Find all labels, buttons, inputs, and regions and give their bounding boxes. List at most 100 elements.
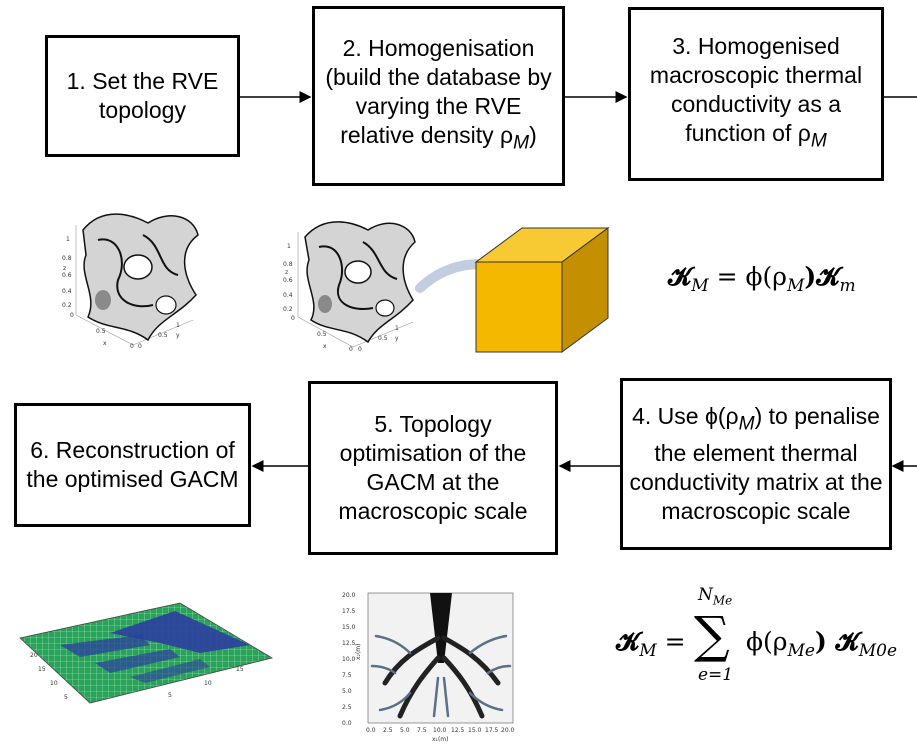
density-xtick-2: 2.5: [383, 727, 393, 734]
formula2-term-sub: Me: [787, 641, 815, 661]
rve1-tick-8: 1: [176, 322, 180, 329]
rve-gyroid-figure-1: 1 0.8 0.6 0.4 0.2 0 0.5 1 0.5 0 0 x y z: [62, 213, 199, 350]
rve1-tick-10: 0: [130, 343, 134, 350]
step-6-label: 6. Reconstruction of the optimised GACM: [26, 437, 239, 492]
step-2-end: ): [529, 122, 537, 149]
formula2-lhs-sub: M: [639, 641, 657, 661]
density-ytick-7: 5.0: [342, 688, 352, 695]
channel-branch-1: [60, 635, 150, 657]
density-xtick-5: 10.0: [433, 727, 447, 734]
rve1-tick-7: 0.5: [96, 328, 106, 335]
rve1-tick-5: 0.2: [62, 302, 72, 309]
step-2-label: 2. Homogenisation (build the database by…: [321, 34, 556, 158]
map-tick-2: 15: [38, 666, 46, 673]
rve1-tick-9: 0.5: [158, 332, 168, 339]
density-ytick-8: 2.5: [342, 704, 352, 711]
density-ytick-2: 17.5: [342, 608, 356, 615]
density-xlabel: x₁(m): [432, 736, 448, 743]
homogenised-cube: [415, 227, 610, 353]
density-ytick-6: 7.5: [342, 672, 352, 679]
map-tick-1: 20: [30, 652, 38, 659]
surface-plane: [19, 602, 274, 704]
rve1-tick-6: 0: [70, 312, 74, 319]
density-xtick-6: 12.5: [451, 727, 465, 734]
rve1-tick-1: 1: [66, 236, 70, 243]
rve2-tick-4: 0.4: [283, 292, 293, 299]
rve2-tick-1: 1: [287, 243, 291, 250]
formula2-lower: e=1: [698, 665, 734, 685]
map-tick-6: 10: [204, 680, 212, 687]
density-plot-figure: 20.0 17.5 15.0 12.5 10.0 7.5 5.0 2.5 0.0…: [342, 592, 515, 743]
density-xtick-7: 15.0: [468, 727, 482, 734]
formula-conductivity: 𝓚M = ϕ(ρM)𝓚m: [668, 262, 856, 296]
step-3-label: 3. Homogenised macroscopic thermal condu…: [637, 32, 875, 156]
step-3-text: 3. Homogenised macroscopic thermal condu…: [649, 33, 863, 147]
rve1-axis-y: y: [176, 332, 180, 339]
formula1-lhs: 𝓚: [668, 262, 692, 291]
step-5-label: 5. Topology optimisation of the GACM at …: [338, 411, 528, 524]
rve1-axis-z: z: [63, 265, 66, 272]
map-tick-4: 5: [64, 694, 68, 701]
density-xtick-1: 0.0: [366, 727, 376, 734]
formula2-sigma: ∑: [694, 606, 730, 664]
formula2-term-end-sub: M0e: [858, 641, 898, 661]
density-ytick-1: 20.0: [342, 592, 356, 599]
rve2-tick-9: 0.5: [378, 335, 388, 342]
step-3-sub: M: [810, 130, 827, 152]
density-ytick-5: 10.0: [342, 656, 356, 663]
formula1-rhs-end: )𝓚: [804, 262, 840, 291]
formula1-rhs-end-sub: m: [839, 276, 856, 296]
rve1-tick-2: 0.8: [62, 255, 72, 262]
branch-right-1: [441, 635, 501, 686]
formula1-rhs-sub: M: [787, 276, 805, 296]
channel-branch-2: [95, 649, 180, 673]
density-ylabel: x₂(m): [355, 644, 362, 660]
formula1-lhs-sub: M: [691, 276, 709, 296]
map-tick-3: 10: [50, 680, 58, 687]
rve2-tick-6: 0: [291, 315, 295, 322]
rve-gyroid-figure-2: 1 0.8 0.6 0.4 0.2 0 0.5 1 0.5 0 0 x y z: [283, 221, 416, 352]
branch-left-1: [382, 635, 441, 686]
surface-map-figure: 20 15 10 5 5 10 15: [19, 602, 274, 704]
channel-branch-3: [130, 659, 210, 683]
step-4-sub: M: [738, 413, 755, 435]
rve2-tick-5: 0.2: [283, 306, 293, 313]
rve2-tick-3: 0.6: [283, 277, 293, 284]
step-6-box: 6. Reconstruction of the optimised GACM: [14, 403, 251, 527]
rve2-tick-10: 0: [349, 346, 353, 352]
rve2-axis-z: z: [285, 269, 288, 276]
rve2-tick-8: 1: [395, 325, 399, 332]
formula2-eq: =: [656, 627, 686, 656]
formula2-term: ϕ(ρ: [746, 627, 788, 656]
rve2-tick-2: 0.8: [283, 261, 293, 268]
density-ytick-9: 0.0: [342, 720, 352, 727]
map-tick-7: 15: [236, 666, 244, 673]
step-2-box: 2. Homogenisation (build the database by…: [312, 6, 565, 186]
formula1-rhs: = ϕ(ρ: [708, 262, 787, 291]
density-xtick-8: 17.5: [485, 727, 499, 734]
density-xtick-4: 7.5: [417, 727, 427, 734]
step-3-box: 3. Homogenised macroscopic thermal condu…: [628, 7, 884, 181]
formula2-upper: NMe: [698, 585, 733, 608]
branch-left-2: [397, 655, 441, 719]
formula2-lhs: 𝓚: [616, 627, 640, 656]
rve2-axis-x: x: [323, 343, 327, 350]
step-1-box: 1. Set the RVE topology: [45, 35, 240, 157]
step-2-sub: M: [513, 132, 530, 154]
density-xtick-3: 5.0: [400, 727, 410, 734]
density-xtick-9: 20.0: [501, 727, 515, 734]
cube-front: [475, 261, 563, 353]
density-ytick-3: 15.0: [342, 624, 356, 631]
rve2-tick-7: 0.5: [317, 331, 327, 338]
step-4-box: 4. Use ϕ(ρM) to penalise the element the…: [620, 378, 892, 550]
rve1-tick-3: 0.6: [62, 272, 72, 279]
density-ytick-4: 12.5: [342, 640, 356, 647]
formula2-term-end: ) 𝓚: [814, 627, 859, 656]
step-4-label: 4. Use ϕ(ρM) to penalise the element the…: [629, 402, 883, 526]
density-trunk: [430, 593, 452, 663]
rve1-tick-4: 0.4: [62, 288, 72, 295]
formula-sum: 𝓚M = NMe ∑ e=1 ϕ(ρMe) 𝓚M0e: [616, 585, 916, 705]
step-5-box: 5. Topology optimisation of the GACM at …: [308, 381, 558, 555]
channel-main: [110, 611, 250, 653]
